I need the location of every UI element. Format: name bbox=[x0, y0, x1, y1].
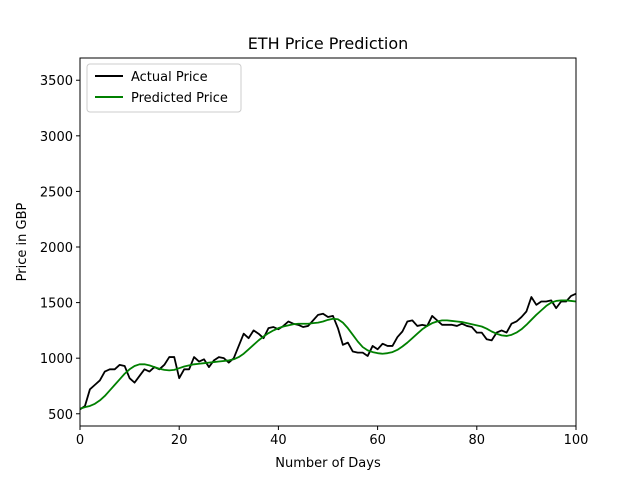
legend-label-actual: Actual Price bbox=[131, 70, 208, 85]
x-axis-label: Number of Days bbox=[275, 456, 381, 471]
y-tick-label: 2500 bbox=[40, 185, 73, 200]
chart-title: ETH Price Prediction bbox=[248, 34, 409, 53]
x-tick-label: 80 bbox=[469, 433, 486, 448]
x-tick-label: 20 bbox=[171, 433, 188, 448]
x-axis: 0 20 40 60 80 100 bbox=[76, 426, 589, 448]
y-tick-label: 1000 bbox=[40, 352, 73, 367]
y-tick-label: 2000 bbox=[40, 241, 73, 256]
y-axis: 500 1000 1500 2000 2500 3000 3500 bbox=[40, 74, 80, 423]
x-tick-label: 0 bbox=[76, 433, 84, 448]
y-axis-label: Price in GBP bbox=[15, 203, 30, 282]
y-tick-label: 500 bbox=[48, 408, 73, 423]
predicted-price-line bbox=[79, 299, 577, 410]
legend-label-predicted: Predicted Price bbox=[131, 91, 228, 106]
plot-frame bbox=[79, 57, 577, 427]
x-tick-label: 40 bbox=[270, 433, 287, 448]
legend-box bbox=[86, 63, 242, 113]
legend: Actual Price Predicted Price bbox=[86, 63, 242, 113]
series-layer bbox=[79, 292, 577, 411]
actual-price-line bbox=[79, 292, 577, 411]
y-tick-label: 1500 bbox=[40, 297, 73, 312]
y-tick-label: 3500 bbox=[40, 74, 73, 89]
x-tick-label: 100 bbox=[564, 433, 589, 448]
y-tick-label: 3000 bbox=[40, 130, 73, 145]
x-tick-label: 60 bbox=[369, 433, 386, 448]
